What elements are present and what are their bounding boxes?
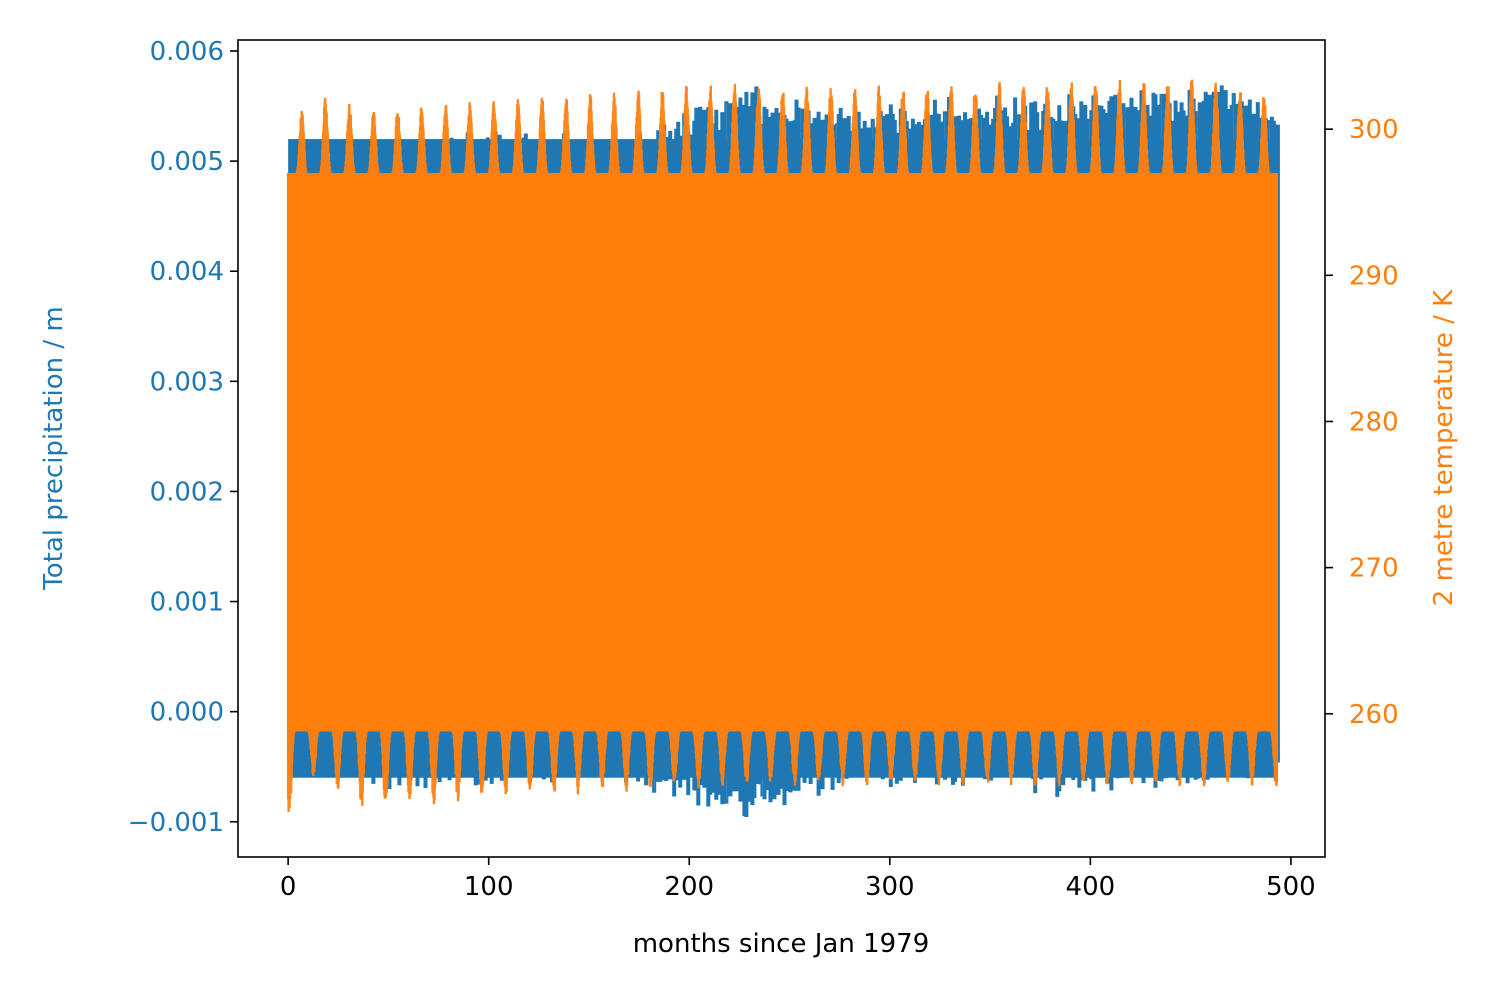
- right-y-tick-label: 280: [1349, 407, 1399, 437]
- temperature-series-line: [286, 79, 1279, 813]
- x-tick-label: 300: [865, 872, 915, 902]
- right-y-axis-label: 2 metre temperature / K: [1429, 289, 1459, 606]
- left-y-tick-label: 0.005: [150, 147, 224, 177]
- left-y-axis-label: Total precipitation / m: [39, 306, 69, 590]
- right-y-tick-label: 300: [1349, 115, 1399, 145]
- right-y-axis: 260 270 280 290 300: [1325, 115, 1399, 730]
- right-y-tick-label: 290: [1349, 261, 1399, 291]
- x-tick-label: 400: [1066, 872, 1116, 902]
- left-y-axis: −0.001 0.000 0.001 0.002 0.003 0.004 0.005 0.00…: [128, 37, 238, 838]
- right-y-tick-label: 260: [1349, 700, 1399, 730]
- x-tick-label: 500: [1266, 872, 1316, 902]
- left-y-tick-label: 0.003: [150, 367, 224, 397]
- right-y-tick-label: 270: [1349, 554, 1399, 584]
- x-tick-label: 0: [280, 872, 297, 902]
- left-y-tick-label: 0.006: [150, 37, 224, 67]
- x-axis: 0 100 200 300 400 500: [280, 857, 1316, 902]
- x-tick-label: 200: [664, 872, 714, 902]
- series-layer: [286, 79, 1280, 817]
- left-y-tick-label: 0.000: [150, 698, 224, 728]
- left-y-tick-label: 0.004: [150, 257, 224, 287]
- plot-frame: [237, 39, 1326, 858]
- left-y-tick-label: 0.001: [150, 588, 224, 618]
- left-y-tick-label: 0.002: [150, 477, 224, 507]
- left-y-tick-label: −0.001: [128, 808, 224, 838]
- x-tick-label: 100: [464, 872, 514, 902]
- x-axis-label: months since Jan 1979: [633, 929, 930, 959]
